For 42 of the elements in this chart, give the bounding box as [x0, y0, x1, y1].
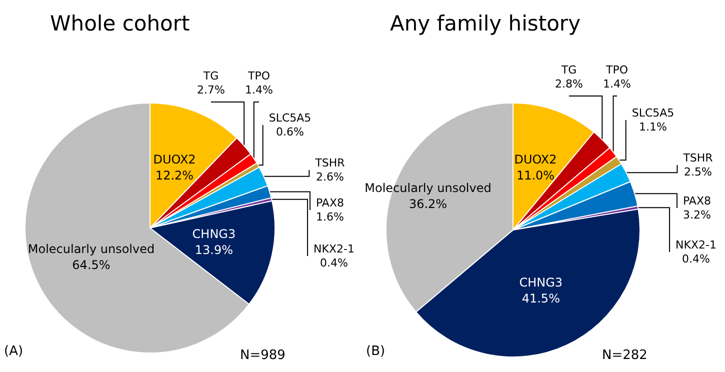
data-label: 2.8% [555, 78, 583, 90]
data-label: 1.4% [603, 78, 631, 90]
data-label: 64.5% [72, 258, 110, 272]
slice-label: DUOX2 [514, 152, 557, 166]
slice-label: DUOX2 [153, 152, 196, 166]
data-label: 0.4% [320, 256, 348, 270]
slice-label: SLC5A5 [268, 112, 312, 124]
text: (B) [366, 344, 386, 359]
data-label: 0.6% [276, 126, 304, 138]
data-label: 12.2% [155, 168, 194, 182]
data-label: 0.4% [682, 252, 710, 266]
data-label: 41.5% [522, 291, 560, 306]
slice-label: TG [202, 70, 219, 82]
data-label: 3.2% [683, 208, 711, 222]
chart-title: Whole cohort [50, 12, 190, 36]
data-label: 2.5% [684, 166, 712, 178]
data-label: 1.4% [245, 84, 273, 96]
slice-label: TSHR [682, 152, 714, 164]
data-label: 11.0% [516, 168, 555, 182]
slice-label: TSHR [314, 156, 346, 170]
slice-label: Molecularly unsolved [364, 181, 492, 195]
data-label: 2.6% [316, 170, 344, 184]
data-label: 1.6% [316, 210, 344, 224]
data-label: 1.1% [639, 120, 667, 134]
slice-label: PAX8 [316, 196, 344, 210]
chart-title: Any family history [390, 12, 580, 36]
slice-label: PAX8 [683, 194, 711, 208]
slice-label: SLC5A5 [632, 106, 674, 120]
slice-label: CHNG3 [519, 275, 563, 290]
slice-label: CHNG3 [192, 227, 236, 242]
data-label: 36.2% [408, 197, 448, 211]
slice-label: Molecularly unsolved [28, 242, 155, 256]
slice-label: NKX2-1 [314, 242, 354, 256]
slice-label: TPO [246, 70, 270, 82]
text: N=282 [602, 348, 648, 363]
slice-label: TG [560, 64, 577, 76]
slice-label: TPO [604, 64, 628, 76]
text: (A) [4, 344, 24, 359]
slice-label: NKX2-1 [676, 238, 716, 252]
data-label: 2.7% [197, 84, 225, 96]
text: N=989 [240, 348, 286, 363]
data-label: 13.9% [194, 243, 234, 258]
